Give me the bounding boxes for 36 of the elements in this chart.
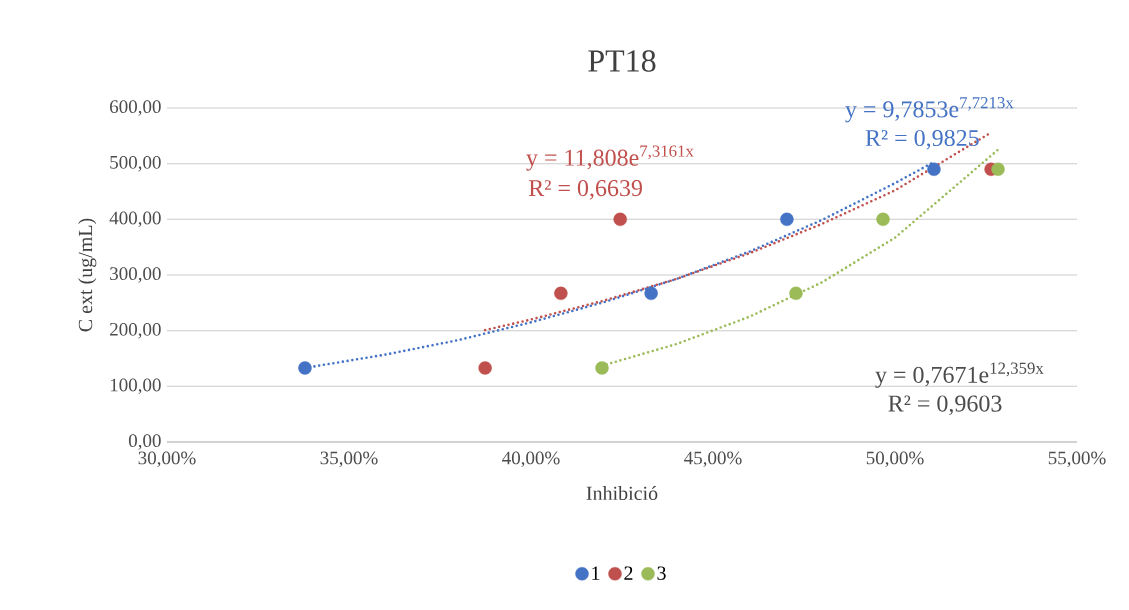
y-tick-label: 500,00 [110,155,161,172]
x-tick-label: 55,00% [1048,451,1106,468]
point [876,212,890,227]
y-tick-label: 300,00 [110,267,161,283]
annotation: R² = 0,9825 [865,129,979,150]
y-tick-label: 200,00 [110,322,161,339]
x-tick-label: 50,00% [866,451,924,468]
point [595,361,609,375]
annotation: y = 0,7671e$^{12,359x}$ [875,362,1044,388]
annotation: y = 11,808e$^{7,3161x}$ [526,145,694,171]
y-tick-label: 100,00 [110,378,161,395]
legend-label: 1 [592,566,600,580]
point [298,361,312,375]
annotation: y = 9,7853e$^{7,7213x}$ [845,97,1014,123]
chart-title: PT18 [588,50,656,72]
point [780,212,794,227]
annotation: R² = 0,6639 [528,180,642,200]
point [789,286,803,301]
x-tick-label: 30,00% [138,451,196,468]
x-tick-label: 35,00% [320,451,378,468]
y-tick-label: 400,00 [109,211,161,228]
point [644,286,658,301]
y-tick-label: 600,00 [110,100,161,116]
x-tick-label: 45,00% [684,451,742,468]
y-tick-label: 0,00 [128,434,161,450]
x-axis-title: Inhibició [586,485,658,501]
legend-label: 2 [624,566,633,580]
point [613,212,627,227]
y-axis-title: C ext (ug/mL) [78,218,97,332]
point [991,162,1005,176]
annotation: R² = 0,9603 [888,395,1002,416]
x-tick-label: 40,00% [502,451,560,468]
legend-label: 3 [657,566,666,580]
point [478,361,492,375]
point [554,286,568,301]
point [927,162,941,176]
